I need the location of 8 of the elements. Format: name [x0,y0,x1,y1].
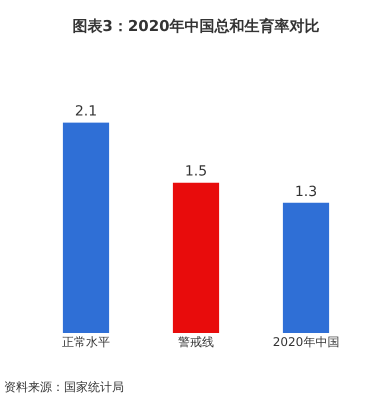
x-tick-label: 正常水平 [62,335,110,349]
text: 资料来源：国家统计局 [4,380,124,394]
x-tick-label: 2020年中国 [272,335,340,349]
chart-title: 图表3：2020年中国总和生育率对比 [72,17,320,36]
data-label: 2.1 [74,104,98,120]
data-label: 1.5 [184,164,208,180]
data-label: 1.3 [294,184,318,200]
x-tick-label: 警戒线 [178,335,214,349]
